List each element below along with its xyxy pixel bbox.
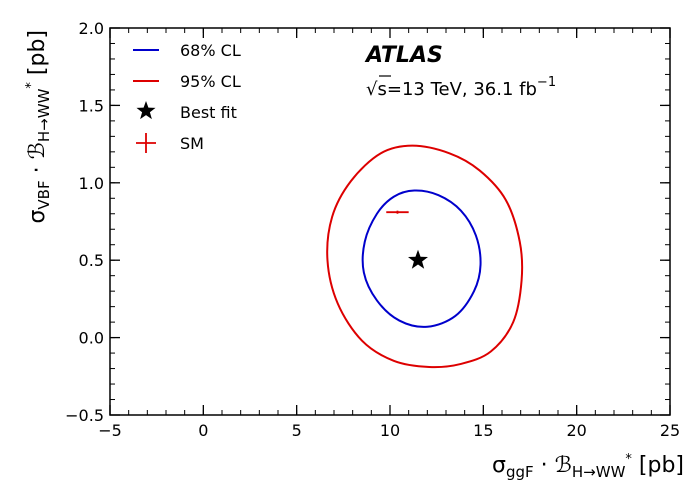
energy-label: √s=13 TeV, 36.1 fb−1: [366, 75, 556, 100]
x-tick-label: 20: [566, 421, 586, 440]
legend-cross-icon: [136, 133, 156, 153]
y-tick-label: 1.5: [79, 96, 104, 115]
x-tick-label: 15: [473, 421, 493, 440]
plot-frame: [109, 27, 671, 416]
legend: 68% CL 95% CL Best fit SM: [133, 41, 241, 153]
y-tick-label: 0.0: [79, 329, 104, 348]
x-tick-labels: −5 0 5 10 15 20 25: [98, 421, 680, 440]
energy-sup: −1: [537, 75, 556, 90]
x-tick-label: 10: [380, 421, 400, 440]
legend-star-icon: [136, 101, 156, 120]
y-axis-title: σVBF · ℬH→WW* [pb]: [24, 30, 53, 224]
svg-text:√s=13 TeV, 36.1 fb−1: √s=13 TeV, 36.1 fb−1: [366, 75, 556, 100]
contour-68cl: [361, 189, 482, 328]
legend-label-sm: SM: [180, 134, 204, 153]
legend-label-68cl: 68% CL: [180, 41, 241, 60]
legend-label-best-fit: Best fit: [180, 103, 237, 122]
y-tick-label: 2.0: [79, 19, 104, 38]
atlas-label: ATLAS: [364, 43, 443, 68]
legend-label-95cl: 95% CL: [180, 72, 241, 91]
x-axis-title: σggF · ℬH→WW* [pb]: [492, 452, 684, 481]
sqrt-symbol: √: [366, 79, 378, 100]
best-fit-star: [408, 249, 428, 269]
energy-text: =13 TeV, 36.1 fb: [387, 79, 537, 100]
sm-point: [386, 210, 409, 214]
y-tick-labels: −0.5 0.0 0.5 1.0 1.5 2.0: [65, 19, 104, 425]
x-tick-label: −5: [98, 421, 122, 440]
x-tick-label: 25: [660, 421, 680, 440]
y-tick-label: 1.0: [79, 174, 104, 193]
x-tick-label: 5: [292, 421, 302, 440]
y-tick-label: 0.5: [79, 251, 104, 270]
s-symbol: s: [377, 79, 386, 100]
y-tick-label: −0.5: [65, 406, 104, 425]
contour-95cl: [326, 144, 524, 369]
plot-marks: [326, 144, 524, 369]
x-tick-label: 0: [198, 421, 208, 440]
